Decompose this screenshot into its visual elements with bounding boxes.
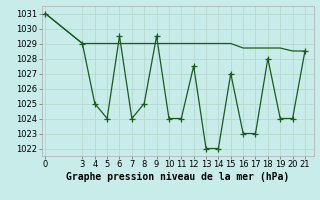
X-axis label: Graphe pression niveau de la mer (hPa): Graphe pression niveau de la mer (hPa) [66, 172, 289, 182]
